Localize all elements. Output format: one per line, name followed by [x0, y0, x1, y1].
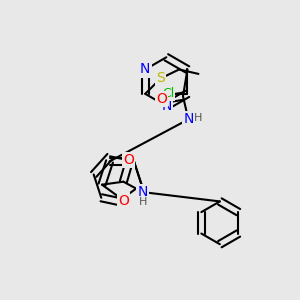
- Text: S: S: [156, 71, 165, 85]
- Text: O: O: [123, 153, 134, 167]
- Text: N: N: [183, 112, 194, 126]
- Text: H: H: [194, 113, 202, 123]
- Text: N: N: [161, 99, 172, 113]
- Text: O: O: [118, 194, 129, 208]
- Text: O: O: [156, 92, 167, 106]
- Text: N: N: [137, 185, 148, 199]
- Text: Cl: Cl: [162, 87, 174, 100]
- Text: N: N: [140, 62, 150, 76]
- Text: H: H: [139, 197, 148, 208]
